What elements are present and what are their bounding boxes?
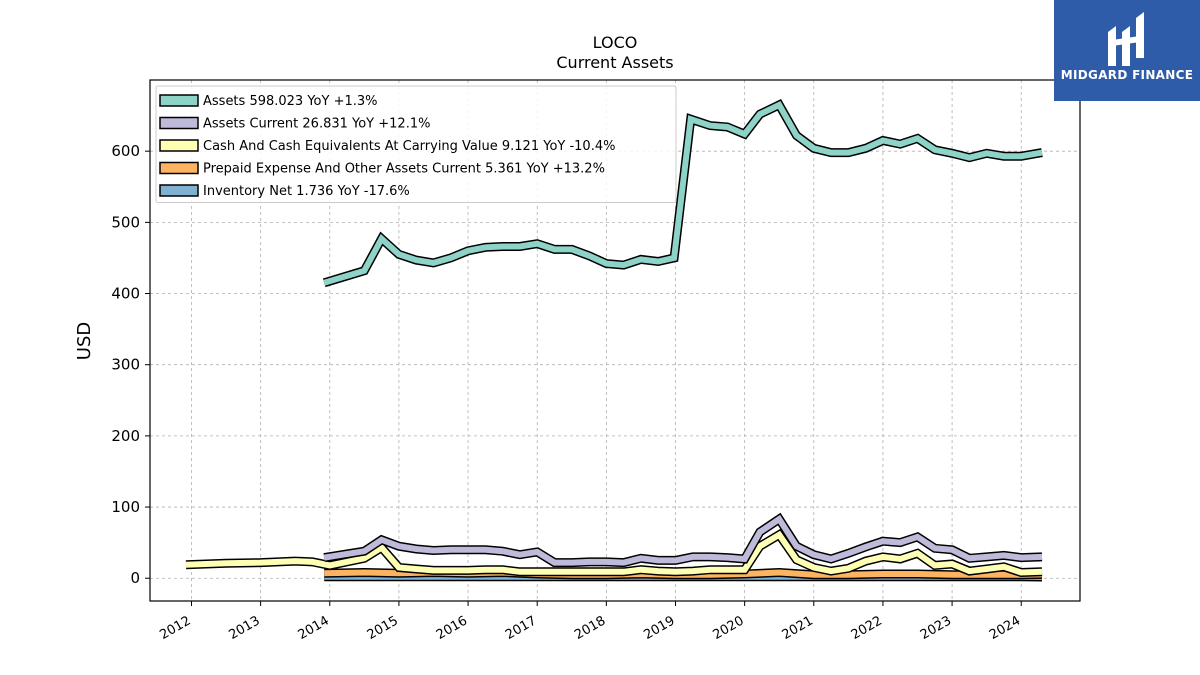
x-tick-label: 2023 [918, 613, 954, 643]
plot-frame [149, 79, 1081, 602]
legend-swatch [159, 94, 199, 107]
legend-entry: Assets Current 26.831 YoY +12.1% [203, 117, 430, 132]
x-tick-label: 2017 [503, 613, 539, 643]
x-tick-label: 2019 [641, 613, 677, 643]
y-tick-label: 100 [111, 498, 140, 516]
y-tick-label: 0 [130, 569, 140, 587]
legend-swatch [159, 161, 199, 175]
legend-entry: Inventory Net 1.736 YoY -17.6% [203, 184, 410, 199]
brand-logo-mark-icon [1108, 12, 1144, 66]
series-line [185, 530, 1043, 576]
y-tick-label: 500 [111, 213, 140, 231]
legend-entry: Cash And Cash Equivalents At Carrying Va… [203, 139, 615, 154]
x-tick-label: 2014 [296, 613, 332, 643]
x-tick-label: 2016 [434, 613, 470, 643]
legend-swatch [159, 116, 199, 130]
x-tick-label: 2012 [157, 613, 193, 643]
legend-entry: Prepaid Expense And Other Assets Current… [203, 162, 605, 177]
series-layer [185, 99, 1043, 582]
series-line [323, 100, 1043, 286]
x-tick-label: 2015 [365, 613, 401, 643]
brand-logo: MIDGARD FINANCE [1054, 0, 1200, 101]
x-tick-label: 2013 [226, 613, 262, 643]
x-tick-label: 2018 [572, 613, 608, 643]
y-tick-label: 200 [111, 427, 140, 445]
y-axis-label: USD [74, 322, 95, 360]
grid [150, 80, 1080, 601]
x-tick-label: 2022 [849, 613, 885, 643]
y-tick-label: 600 [111, 142, 140, 160]
x-tick-label: 2021 [780, 613, 816, 643]
x-tick-label: 2024 [987, 613, 1023, 643]
y-tick-label: 400 [111, 285, 140, 303]
legend-entry: Assets 598.023 YoY +1.3% [203, 94, 378, 109]
legend-swatch [159, 184, 199, 197]
x-tick-label: 2020 [710, 613, 746, 643]
brand-name: MIDGARD FINANCE [1060, 68, 1194, 82]
legend-box [155, 85, 677, 203]
legend-swatch [159, 139, 199, 152]
legend: Assets 598.023 YoY +1.3% Assets Current 2… [155, 85, 677, 203]
chart-subtitle: Current Assets [556, 53, 673, 72]
chart-title: LOCO [593, 33, 638, 52]
series-line [323, 514, 1043, 566]
y-tick-label: 300 [111, 356, 140, 374]
